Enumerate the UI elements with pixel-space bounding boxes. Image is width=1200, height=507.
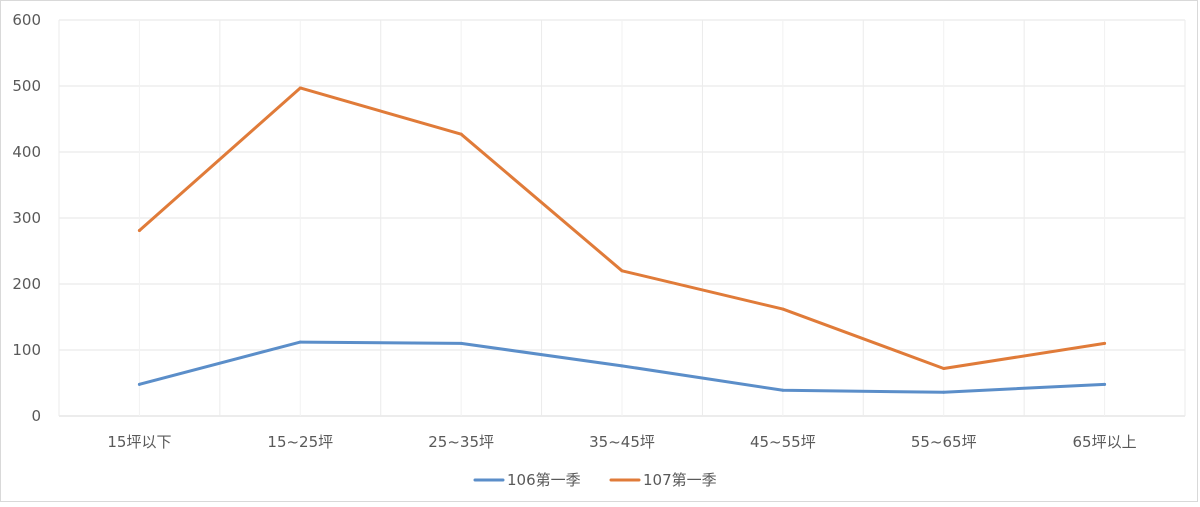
- data-point: [620, 269, 624, 273]
- data-point: [781, 307, 785, 311]
- x-tick-label: 25~35坪: [428, 433, 494, 451]
- x-tick-label: 65坪以上: [1073, 433, 1137, 451]
- y-axis-ticks: 0 100 200 300 400 500 600: [12, 11, 41, 425]
- data-point: [781, 388, 785, 392]
- legend: 106第一季 107第一季: [473, 471, 717, 489]
- data-point: [298, 340, 302, 344]
- y-tick-label: 400: [12, 143, 41, 161]
- y-tick-label: 500: [12, 77, 41, 95]
- data-point: [1103, 382, 1107, 386]
- data-point: [137, 229, 141, 233]
- y-tick-label: 600: [12, 11, 41, 29]
- data-point: [942, 366, 946, 370]
- x-tick-label: 35~45坪: [589, 433, 655, 451]
- y-tick-label: 300: [12, 209, 41, 227]
- y-tick-label: 100: [12, 341, 41, 359]
- x-tick-label: 15~25坪: [267, 433, 333, 451]
- y-tick-label: 0: [31, 407, 41, 425]
- data-point: [620, 364, 624, 368]
- data-point: [298, 86, 302, 90]
- legend-label: 107第一季: [643, 471, 717, 489]
- x-axis-ticks: 15坪以下 15~25坪 25~35坪 35~45坪 45~55坪 55~65坪 65坪以上: [107, 433, 1136, 451]
- data-point: [459, 341, 463, 345]
- x-tick-label: 55~65坪: [911, 433, 977, 451]
- gridlines: [58, 19, 1186, 417]
- legend-label: 106第一季: [507, 471, 581, 489]
- data-point: [459, 132, 463, 136]
- x-tick-label: 15坪以下: [107, 433, 171, 451]
- data-point: [137, 382, 141, 386]
- x-tick-label: 45~55坪: [750, 433, 816, 451]
- y-tick-label: 200: [12, 275, 41, 293]
- data-point: [1103, 341, 1107, 345]
- data-point: [942, 390, 946, 394]
- series-lines: [137, 86, 1107, 394]
